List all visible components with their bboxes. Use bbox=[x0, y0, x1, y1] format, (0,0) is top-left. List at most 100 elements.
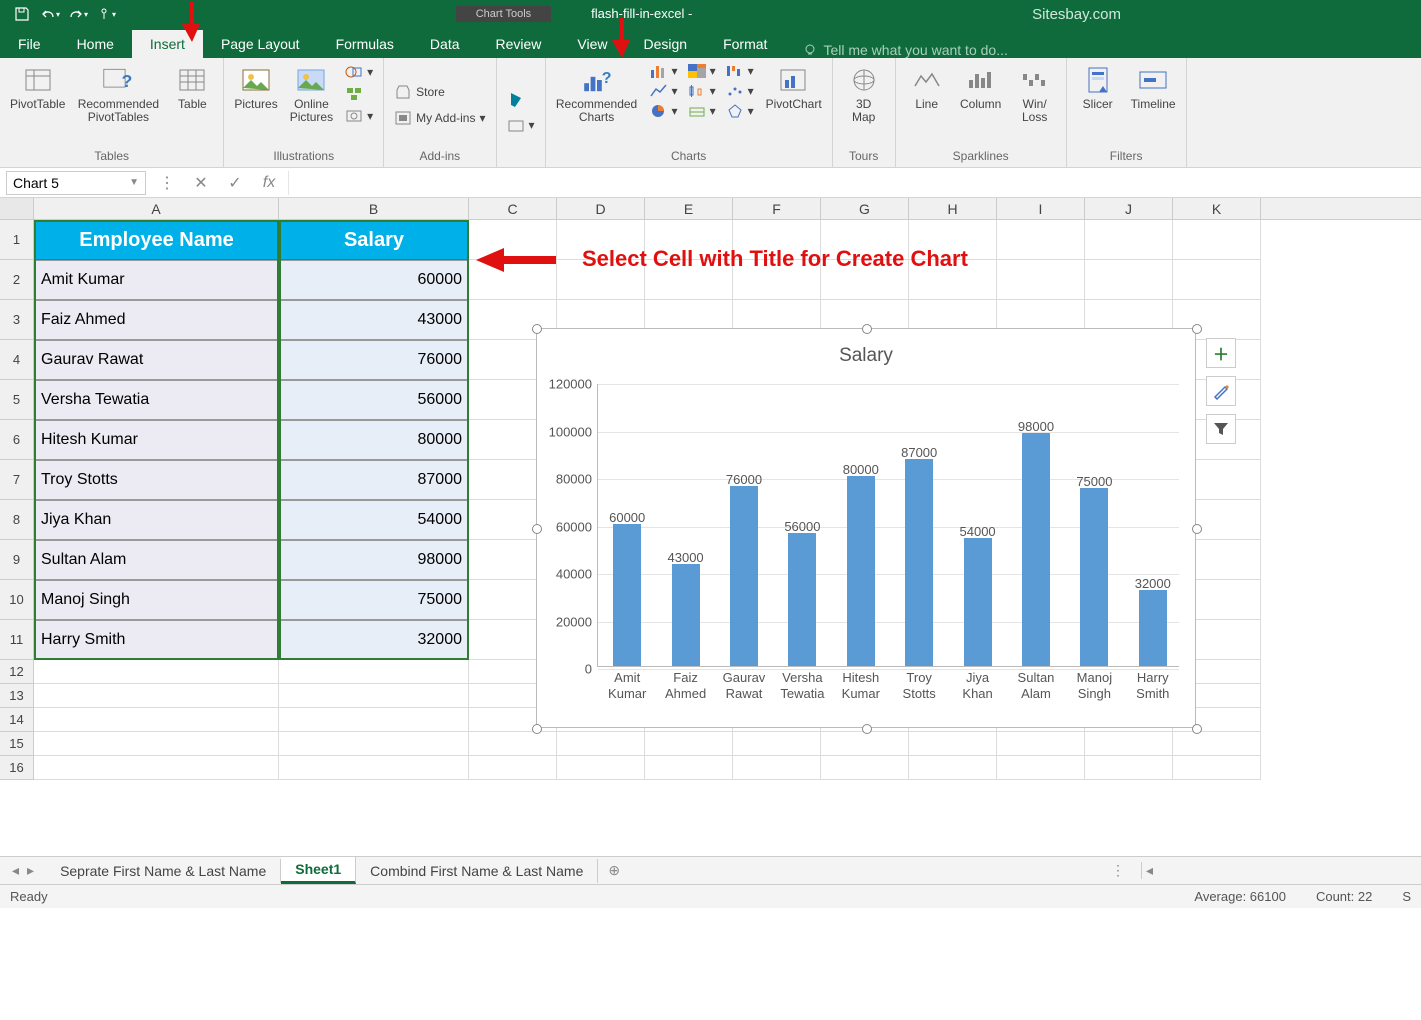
column-header[interactable]: J bbox=[1085, 198, 1173, 219]
chart-bar[interactable] bbox=[672, 564, 700, 666]
cell[interactable]: 60000 bbox=[279, 260, 469, 300]
column-header[interactable]: C bbox=[469, 198, 557, 219]
cell[interactable] bbox=[1173, 732, 1261, 756]
smartart-button[interactable] bbox=[341, 84, 377, 104]
row-header[interactable]: 8 bbox=[0, 500, 33, 540]
save-icon[interactable] bbox=[12, 4, 32, 24]
sheet-tab-1[interactable]: Seprate First Name & Last Name bbox=[46, 859, 281, 883]
slicer-button[interactable]: Slicer bbox=[1073, 62, 1123, 113]
column-header[interactable]: G bbox=[821, 198, 909, 219]
cell[interactable] bbox=[34, 660, 279, 684]
cell[interactable] bbox=[909, 732, 997, 756]
cell[interactable]: Salary bbox=[279, 220, 469, 260]
row-header[interactable]: 13 bbox=[0, 684, 33, 708]
chart-resize-handle[interactable] bbox=[862, 324, 872, 334]
cell[interactable] bbox=[34, 684, 279, 708]
cell[interactable] bbox=[1173, 220, 1261, 260]
column-header[interactable]: E bbox=[645, 198, 733, 219]
cell[interactable] bbox=[997, 756, 1085, 780]
row-header[interactable]: 7 bbox=[0, 460, 33, 500]
column-header[interactable]: K bbox=[1173, 198, 1261, 219]
chart-resize-handle[interactable] bbox=[1192, 524, 1202, 534]
bing-maps-button[interactable] bbox=[503, 89, 529, 111]
hierarchy-chart-button[interactable]: ▾ bbox=[684, 62, 720, 80]
tab-design[interactable]: Design bbox=[626, 30, 706, 58]
table-button[interactable]: Table bbox=[167, 62, 217, 113]
chart-bar[interactable] bbox=[730, 486, 758, 667]
undo-icon[interactable]: ▾ bbox=[40, 4, 60, 24]
line-chart-button[interactable]: ▾ bbox=[646, 82, 682, 100]
hscroll-left-icon[interactable]: ◂ bbox=[1146, 862, 1153, 879]
cell[interactable]: Employee Name bbox=[34, 220, 279, 260]
cell[interactable]: 98000 bbox=[279, 540, 469, 580]
cell[interactable]: Gaurav Rawat bbox=[34, 340, 279, 380]
column-chart-button[interactable]: ▾ bbox=[646, 62, 682, 80]
chart-resize-handle[interactable] bbox=[862, 724, 872, 734]
recommended-pivottables-button[interactable]: ?Recommended PivotTables bbox=[73, 62, 163, 126]
sheet-tab-3[interactable]: Combind First Name & Last Name bbox=[356, 859, 598, 883]
3d-map-button[interactable]: 3D Map bbox=[839, 62, 889, 126]
row-header[interactable]: 3 bbox=[0, 300, 33, 340]
cell[interactable] bbox=[733, 756, 821, 780]
chart-title[interactable]: Salary bbox=[537, 345, 1195, 367]
chart-bar[interactable] bbox=[788, 533, 816, 666]
chart-bar[interactable] bbox=[1022, 433, 1050, 666]
cell[interactable]: 43000 bbox=[279, 300, 469, 340]
column-header[interactable]: H bbox=[909, 198, 997, 219]
column-header[interactable]: D bbox=[557, 198, 645, 219]
row-header[interactable]: 1 bbox=[0, 220, 33, 260]
row-header[interactable]: 15 bbox=[0, 732, 33, 756]
row-header[interactable]: 11 bbox=[0, 620, 33, 660]
row-header[interactable]: 12 bbox=[0, 660, 33, 684]
chart-bar[interactable] bbox=[1080, 488, 1108, 666]
cell[interactable] bbox=[909, 756, 997, 780]
cell[interactable] bbox=[645, 756, 733, 780]
sparkline-line-button[interactable]: Line bbox=[902, 62, 952, 113]
sparkline-winloss-button[interactable]: Win/ Loss bbox=[1010, 62, 1060, 126]
cell[interactable]: Faiz Ahmed bbox=[34, 300, 279, 340]
cell[interactable] bbox=[821, 732, 909, 756]
chart-plot-area[interactable]: 02000040000600008000010000012000060000Am… bbox=[597, 384, 1179, 667]
cell[interactable] bbox=[1173, 756, 1261, 780]
cell[interactable] bbox=[997, 732, 1085, 756]
cell[interactable] bbox=[997, 260, 1085, 300]
chart-bar[interactable] bbox=[905, 459, 933, 666]
cell[interactable]: 56000 bbox=[279, 380, 469, 420]
cell[interactable] bbox=[645, 732, 733, 756]
chart-resize-handle[interactable] bbox=[1192, 724, 1202, 734]
chart-resize-handle[interactable] bbox=[532, 724, 542, 734]
chart-resize-handle[interactable] bbox=[1192, 324, 1202, 334]
chart-bar[interactable] bbox=[1139, 590, 1167, 666]
tab-data[interactable]: Data bbox=[412, 30, 478, 58]
column-header[interactable]: F bbox=[733, 198, 821, 219]
pictures-button[interactable]: Pictures bbox=[230, 62, 281, 113]
sheet-tab-2[interactable]: Sheet1 bbox=[281, 857, 356, 884]
radar-chart-button[interactable]: ▾ bbox=[722, 102, 758, 120]
row-header[interactable]: 6 bbox=[0, 420, 33, 460]
enter-formula-button[interactable]: ✓ bbox=[224, 173, 246, 193]
cell[interactable] bbox=[1085, 220, 1173, 260]
cell[interactable]: 32000 bbox=[279, 620, 469, 660]
column-header[interactable]: A bbox=[34, 198, 279, 219]
cell[interactable] bbox=[557, 756, 645, 780]
pivotchart-button[interactable]: PivotChart bbox=[762, 62, 826, 113]
screenshot-button[interactable]: ▾ bbox=[341, 106, 377, 126]
column-header[interactable]: B bbox=[279, 198, 469, 219]
chart-resize-handle[interactable] bbox=[532, 324, 542, 334]
cell[interactable] bbox=[997, 220, 1085, 260]
store-button[interactable]: Store bbox=[390, 82, 449, 102]
cancel-formula-button[interactable]: ✕ bbox=[190, 173, 212, 193]
column-header[interactable]: I bbox=[997, 198, 1085, 219]
cell[interactable] bbox=[1085, 732, 1173, 756]
cell[interactable] bbox=[469, 756, 557, 780]
cell[interactable]: Troy Stotts bbox=[34, 460, 279, 500]
cell[interactable]: 76000 bbox=[279, 340, 469, 380]
chart-object[interactable]: Salary 020000400006000080000100000120000… bbox=[536, 328, 1196, 728]
sheet-nav[interactable]: ◂▸ bbox=[0, 862, 46, 879]
cell[interactable] bbox=[469, 732, 557, 756]
cell[interactable] bbox=[34, 708, 279, 732]
timeline-button[interactable]: Timeline bbox=[1127, 62, 1180, 113]
cell[interactable] bbox=[733, 732, 821, 756]
cell[interactable]: 54000 bbox=[279, 500, 469, 540]
select-all-corner[interactable] bbox=[0, 198, 34, 219]
